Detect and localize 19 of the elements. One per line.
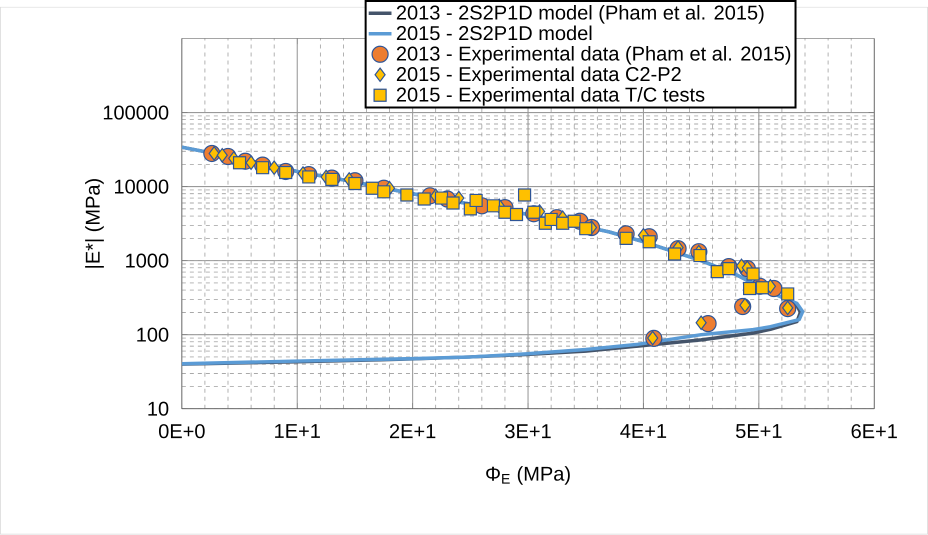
x-axis-title: Φ$_{E}$ (MPa) [486, 466, 570, 485]
x-tick-label: 0E+0 [158, 424, 205, 438]
legend-label: 2015 - Experimental data C2-P2 [396, 66, 681, 86]
legend-label: 2013 - Experimental data (Pham et al. 2015) [396, 46, 790, 65]
legend-label: 2015 - 2S2P1D model [396, 26, 592, 40]
legend-label: 2015 - Experimental data T/C tests [396, 87, 704, 106]
x-tick-label: 4E+1 [620, 424, 666, 438]
x-tick-label: 1E+1 [275, 424, 320, 438]
x-tick-label: 3E+1 [505, 424, 551, 438]
x-tick-label: 2E+1 [390, 424, 436, 438]
y-tick-label: 100000 [104, 106, 168, 120]
y-tick-label: 10000 [115, 180, 168, 194]
y-axis-title: |E*| (MPa) [85, 179, 104, 268]
x-tick-label: 5E+1 [736, 424, 782, 438]
y-tick-label: 1000 [126, 254, 168, 268]
y-tick-label: 10 [148, 402, 168, 416]
legend-label: 2013 - 2S2P1D model (Pham et al. 2015) [396, 5, 764, 24]
y-tick-label: 100 [137, 328, 168, 342]
x-tick-label: 6E+1 [852, 424, 897, 438]
